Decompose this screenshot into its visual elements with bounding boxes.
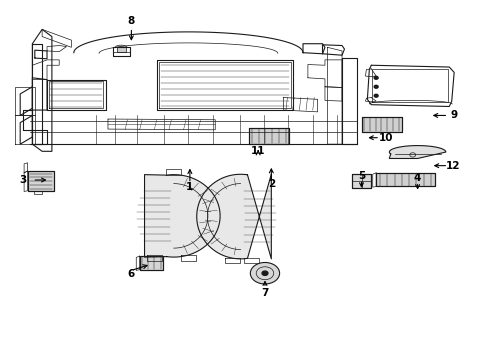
Bar (140, 256, 163, 270)
Text: 8: 8 (127, 17, 135, 27)
Text: 12: 12 (445, 161, 460, 171)
Text: 2: 2 (267, 179, 274, 189)
Text: 10: 10 (378, 133, 392, 143)
Circle shape (373, 76, 377, 79)
Text: 5: 5 (357, 171, 365, 181)
Circle shape (373, 85, 377, 88)
Bar (361, 117, 401, 132)
Text: 11: 11 (250, 145, 265, 156)
Bar (351, 174, 370, 188)
Text: 9: 9 (449, 111, 457, 121)
Bar (27, 171, 54, 191)
Circle shape (262, 271, 267, 275)
Circle shape (373, 94, 377, 97)
Text: 4: 4 (413, 173, 421, 183)
Bar (117, 47, 125, 51)
Bar (249, 128, 289, 144)
Circle shape (250, 262, 279, 284)
Polygon shape (144, 175, 220, 257)
Polygon shape (388, 145, 445, 158)
Text: 3: 3 (19, 175, 26, 185)
Text: 6: 6 (127, 269, 135, 279)
Bar (375, 173, 434, 186)
Polygon shape (196, 174, 271, 259)
Text: 7: 7 (261, 288, 268, 298)
Text: 1: 1 (186, 182, 193, 192)
